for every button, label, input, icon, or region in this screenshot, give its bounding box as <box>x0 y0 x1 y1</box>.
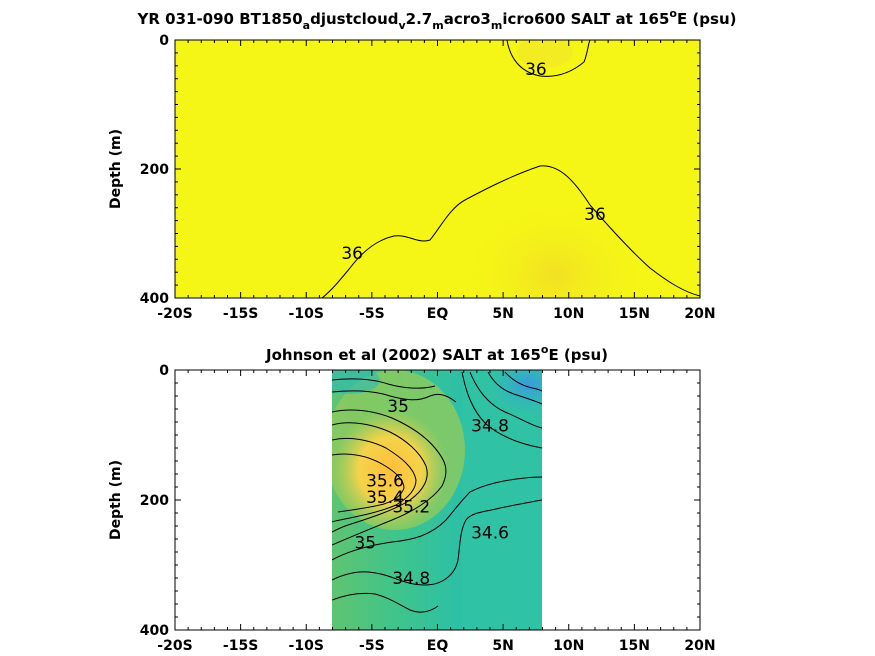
bottom-contour-label: 34.8 <box>471 416 509 436</box>
top-x-tick-label: -10S <box>289 306 324 322</box>
top-field <box>175 40 700 298</box>
top-y-axis-label: Depth (m) <box>108 129 124 209</box>
bottom-x-tick-label: 20N <box>684 638 715 654</box>
bottom-panel: Johnson et al (2002) SALT at 165oE (psu)… <box>108 343 716 654</box>
top-y-tick-label: 0 <box>159 33 169 49</box>
top-x-tick-label: 15N <box>619 306 650 322</box>
top-x-tick-label: EQ <box>427 306 449 322</box>
top-contour-label: 36 <box>341 244 363 264</box>
bottom-x-tick-label: -15S <box>223 638 258 654</box>
bottom-contour-label: 35 <box>387 397 409 417</box>
top-x-tick-label: 10N <box>553 306 584 322</box>
top-contour-label: 36 <box>584 205 606 225</box>
top-contour-labels: 36 36 36 <box>341 60 605 264</box>
top-x-tick-label: -20S <box>157 306 192 322</box>
bottom-x-tick-label: EQ <box>427 638 449 654</box>
bottom-contour-label: 35.2 <box>392 498 430 518</box>
top-x-tick-label: 20N <box>684 306 715 322</box>
bottom-contour-label: 34.6 <box>471 524 509 544</box>
bottom-y-tick-label: 400 <box>140 623 169 639</box>
bottom-x-tick-label: -5S <box>359 638 385 654</box>
bottom-x-tick-label: 15N <box>619 638 650 654</box>
top-contour-36-b <box>321 165 700 298</box>
top-x-tick-label: -15S <box>223 306 258 322</box>
bottom-contour-label: 35.4 <box>366 488 404 508</box>
bottom-contour-label: 34.8 <box>392 569 430 589</box>
bottom-panel-title: Johnson et al (2002) SALT at 165oE (psu) <box>265 343 608 364</box>
bottom-x-axis: -20S -15S -10S -5S EQ 5N 10N 15N 20N <box>157 370 716 654</box>
bottom-contour-label: 35.6 <box>366 472 404 492</box>
bottom-contour-35 <box>332 390 457 403</box>
top-panel: YR 031-090 BT1850adjustcloudv2.7macro3mi… <box>108 7 737 322</box>
top-x-tick-label: 5N <box>492 306 513 322</box>
bottom-x-tick-label: -20S <box>157 638 192 654</box>
bottom-x-tick-label: -10S <box>289 638 324 654</box>
bottom-contour-label: 35 <box>354 533 376 553</box>
top-contour-label: 36 <box>525 60 547 80</box>
top-panel-title: YR 031-090 BT1850adjustcloudv2.7macro3mi… <box>137 7 737 32</box>
bottom-y-tick-label: 0 <box>159 363 169 379</box>
top-y-tick-label: 400 <box>140 291 169 307</box>
bottom-x-tick-label: 10N <box>553 638 584 654</box>
bottom-field <box>332 370 542 630</box>
bottom-x-tick-label: 5N <box>492 638 513 654</box>
top-x-axis: -20S -15S -10S -5S EQ 5N 10N 15N 20N <box>157 40 716 322</box>
bottom-contour-34-8-top <box>469 371 542 429</box>
top-contour-36-a <box>506 40 591 77</box>
bottom-contour-labels: 35 34.8 35.635.435.2 35 34.6 34.8 <box>354 397 508 589</box>
bottom-y-axis-label: Depth (m) <box>108 460 124 540</box>
bottom-y-tick-label: 200 <box>140 493 169 509</box>
bottom-y-axis: 0 200 400 <box>140 363 700 639</box>
top-x-tick-label: -5S <box>359 306 385 322</box>
top-y-tick-label: 200 <box>140 162 169 178</box>
top-y-axis: 0 200 400 <box>140 33 700 307</box>
